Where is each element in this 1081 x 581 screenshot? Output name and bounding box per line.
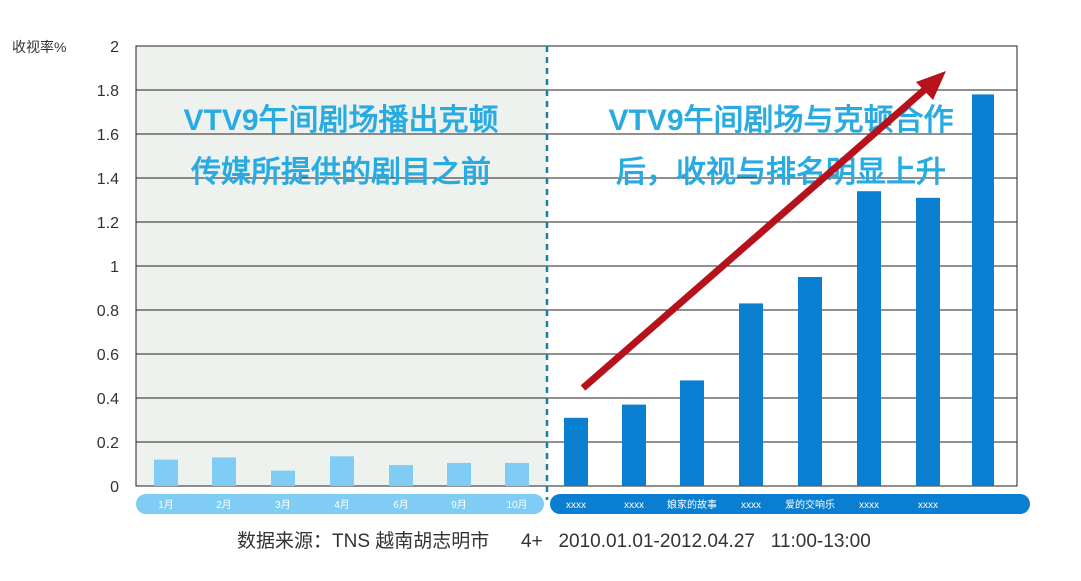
y-tick-label: 0.4 xyxy=(97,391,119,408)
category-strip: 1月 2月 3月 4月 6月 9月 10月 xxxx xxxx 娘家的故事 xxxx 爱的交响乐 xxx… xyxy=(136,494,1030,514)
category-label: 爱的交响乐 xyxy=(785,498,835,511)
trend-arrow-shaft xyxy=(580,82,933,391)
category-label: xxxx xyxy=(741,500,761,511)
annotation-after: VTV9午间剧场与克顿合作 后，收视与排名明显上升 xyxy=(608,103,953,189)
bar xyxy=(154,459,178,486)
category-label: 10月 xyxy=(506,499,527,511)
y-tick-label: 2 xyxy=(110,39,119,56)
category-label: xxxx xyxy=(918,500,938,511)
y-tick-labels: 0 0.2 0.4 0.6 0.8 1 1.2 1.4 1.6 1.8 2 xyxy=(97,39,119,496)
annotation-before-line-2: 传媒所提供的剧目之前 xyxy=(190,155,491,189)
category-label: 1月 xyxy=(158,499,174,511)
y-tick-label: 0 xyxy=(110,479,119,496)
category-label: 3月 xyxy=(275,499,291,511)
annotation-before-line-1: VTV9午间剧场播出克顿 xyxy=(183,104,498,137)
bar xyxy=(330,456,354,486)
category-label: xxxx xyxy=(859,500,879,511)
category-label: 6月 xyxy=(393,499,409,511)
annotation-after-line-2: 后，收视与排名明显上升 xyxy=(616,156,946,189)
annotation-before: VTV9午间剧场播出克顿 传媒所提供的剧目之前 xyxy=(183,104,498,189)
category-strip-after xyxy=(550,494,1030,514)
bar xyxy=(739,303,763,486)
y-axis-label: 收视率% xyxy=(12,39,66,55)
y-tick-label: 1.6 xyxy=(97,127,119,144)
bars xyxy=(154,94,994,487)
source-note: 数据来源：TNS 越南胡志明市 4+ 2010.01.01-2012.04.27… xyxy=(237,530,871,552)
bar xyxy=(389,465,413,486)
bar xyxy=(857,191,881,486)
trend-arrow xyxy=(580,71,946,391)
y-tick-label: 0.2 xyxy=(97,435,119,452)
bar xyxy=(212,457,236,486)
annotation-after-line-1: VTV9午间剧场与克顿合作 xyxy=(608,103,953,137)
bar xyxy=(447,462,471,486)
bar xyxy=(505,462,529,486)
trend-arrow-head xyxy=(916,71,946,100)
bar xyxy=(972,94,994,487)
category-label: xxxx xyxy=(624,500,644,511)
y-tick-label: 0.8 xyxy=(97,303,119,320)
bar xyxy=(564,417,588,486)
y-tick-label: 1 xyxy=(110,259,119,276)
bar xyxy=(271,470,295,486)
y-tick-label: 1.2 xyxy=(97,215,119,232)
category-label: 9月 xyxy=(451,499,467,511)
bar xyxy=(798,277,822,486)
category-strip-before xyxy=(136,494,544,514)
category-label: 4月 xyxy=(334,499,350,511)
category-label: xxxx xyxy=(566,500,586,511)
bar xyxy=(680,380,704,486)
category-label: 娘家的故事 xyxy=(667,498,717,511)
y-tick-label: 1.8 xyxy=(97,83,119,100)
bar xyxy=(916,197,940,487)
category-label: 2月 xyxy=(216,499,232,511)
y-tick-label: 0.6 xyxy=(97,347,119,364)
y-tick-label: 1.4 xyxy=(97,171,119,188)
bar xyxy=(622,404,646,486)
